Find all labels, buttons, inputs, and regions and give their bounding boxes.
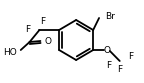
Text: F: F (129, 51, 134, 61)
Text: Br: Br (105, 12, 115, 21)
Text: F: F (25, 24, 31, 34)
Text: F: F (117, 64, 122, 74)
Text: O: O (103, 45, 110, 55)
Text: HO: HO (3, 47, 17, 57)
Text: F: F (40, 17, 45, 25)
Text: O: O (44, 37, 51, 45)
Text: F: F (106, 61, 111, 69)
